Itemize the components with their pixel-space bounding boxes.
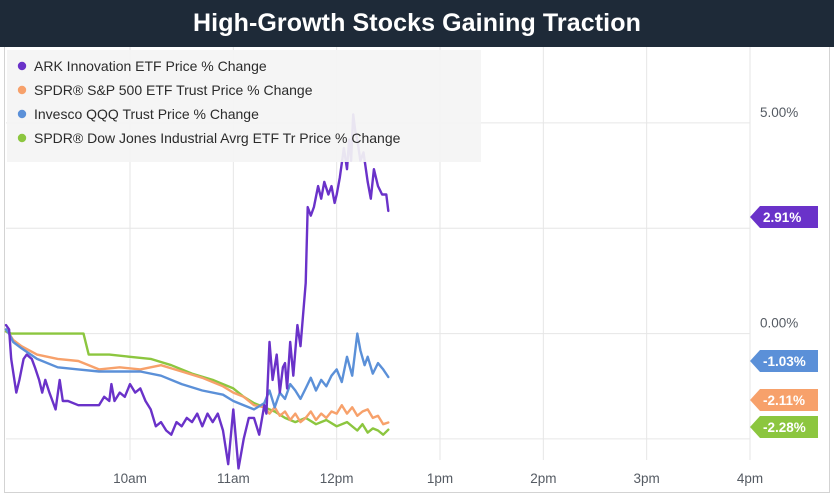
last-value-label: -2.11% [763,393,805,408]
series-line[interactable] [4,328,390,426]
x-tick-label: 11am [217,471,250,486]
legend-marker [17,109,27,119]
legend-entry[interactable]: SPDR® S&P 500 ETF Trust Price % Change [34,82,313,98]
x-tick-label: 10am [113,471,147,486]
last-value-badge [750,206,818,228]
y-tick-label: 0.00% [760,316,798,331]
legend-entry[interactable]: Invesco QQQ Trust Price % Change [34,106,259,122]
legend-marker [17,133,27,143]
last-value-badge [750,416,818,438]
series-line[interactable] [4,330,390,436]
series-line[interactable] [4,113,390,470]
series-line[interactable] [4,328,390,411]
x-tick-label: 4pm [737,471,763,486]
chart-title-bar: High-Growth Stocks Gaining Traction [0,0,834,47]
legend-entry[interactable]: SPDR® Dow Jones Industrial Avrg ETF Tr P… [34,130,401,146]
x-tick-label: 12pm [320,471,354,486]
x-tick-label: 1pm [427,471,453,486]
last-value-label: -1.03% [763,354,806,369]
legend-marker [17,61,27,71]
last-value-label: -2.28% [763,420,806,435]
y-tick-label: 5.00% [760,105,798,120]
chart-title: High-Growth Stocks Gaining Traction [193,9,641,37]
last-value-badge [750,389,818,411]
legend-marker [17,85,27,95]
last-value-badge [750,350,818,372]
legend-background [7,50,481,162]
x-tick-label: 2pm [530,471,556,486]
x-tick-label: 3pm [634,471,660,486]
legend-entry[interactable]: ARK Innovation ETF Price % Change [34,58,267,74]
last-value-label: 2.91% [763,210,801,225]
